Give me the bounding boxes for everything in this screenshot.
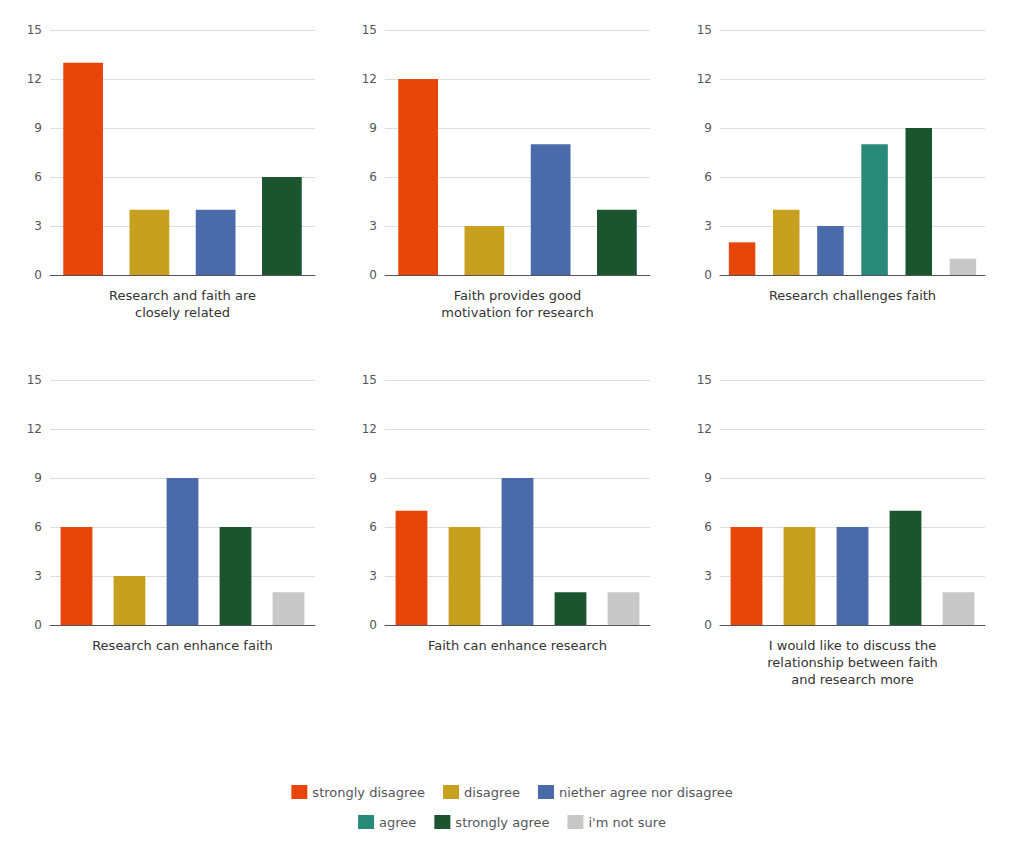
svg-text:Faith can enhance research: Faith can enhance research [428, 638, 607, 653]
svg-text:Research challenges faith: Research challenges faith [769, 288, 936, 303]
svg-text:agree: agree [379, 815, 416, 830]
svg-text:9: 9 [34, 121, 42, 135]
svg-text:0: 0 [704, 268, 712, 282]
svg-text:12: 12 [362, 422, 377, 436]
svg-text:and research more: and research more [791, 672, 914, 687]
svg-text:niether agree nor disagree: niether agree nor disagree [559, 785, 733, 800]
svg-text:0: 0 [369, 618, 377, 632]
svg-text:12: 12 [697, 72, 712, 86]
svg-text:15: 15 [697, 373, 712, 387]
svg-text:Faith provides good: Faith provides good [454, 288, 581, 303]
svg-text:disagree: disagree [464, 785, 520, 800]
svg-text:6: 6 [704, 170, 712, 184]
svg-text:6: 6 [369, 520, 377, 534]
svg-text:3: 3 [704, 219, 712, 233]
svg-text:0: 0 [369, 268, 377, 282]
svg-text:15: 15 [362, 373, 377, 387]
svg-text:15: 15 [697, 23, 712, 37]
svg-text:6: 6 [34, 520, 42, 534]
svg-text:15: 15 [27, 23, 42, 37]
svg-text:0: 0 [704, 618, 712, 632]
svg-text:motivation for research: motivation for research [441, 305, 593, 320]
svg-text:relationship between faith: relationship between faith [767, 655, 937, 670]
svg-text:12: 12 [27, 422, 42, 436]
svg-text:15: 15 [27, 373, 42, 387]
svg-text:0: 0 [34, 268, 42, 282]
svg-text:6: 6 [34, 170, 42, 184]
svg-text:6: 6 [704, 520, 712, 534]
svg-text:Research can enhance faith: Research can enhance faith [92, 638, 273, 653]
svg-text:3: 3 [369, 569, 377, 583]
svg-text:9: 9 [704, 471, 712, 485]
svg-text:9: 9 [369, 471, 377, 485]
svg-text:15: 15 [362, 23, 377, 37]
svg-text:i'm not sure: i'm not sure [588, 815, 665, 830]
svg-text:3: 3 [34, 219, 42, 233]
svg-text:strongly agree: strongly agree [455, 815, 549, 830]
svg-text:12: 12 [27, 72, 42, 86]
svg-text:12: 12 [697, 422, 712, 436]
svg-text:3: 3 [369, 219, 377, 233]
svg-text:12: 12 [362, 72, 377, 86]
svg-text:9: 9 [704, 121, 712, 135]
svg-text:9: 9 [34, 471, 42, 485]
svg-text:strongly disagree: strongly disagree [312, 785, 425, 800]
svg-text:closely related: closely related [135, 305, 230, 320]
svg-text:Research and faith are: Research and faith are [109, 288, 256, 303]
svg-text:9: 9 [369, 121, 377, 135]
svg-text:I would like to discuss the: I would like to discuss the [769, 638, 936, 653]
svg-text:3: 3 [34, 569, 42, 583]
svg-text:3: 3 [704, 569, 712, 583]
svg-text:6: 6 [369, 170, 377, 184]
svg-text:0: 0 [34, 618, 42, 632]
